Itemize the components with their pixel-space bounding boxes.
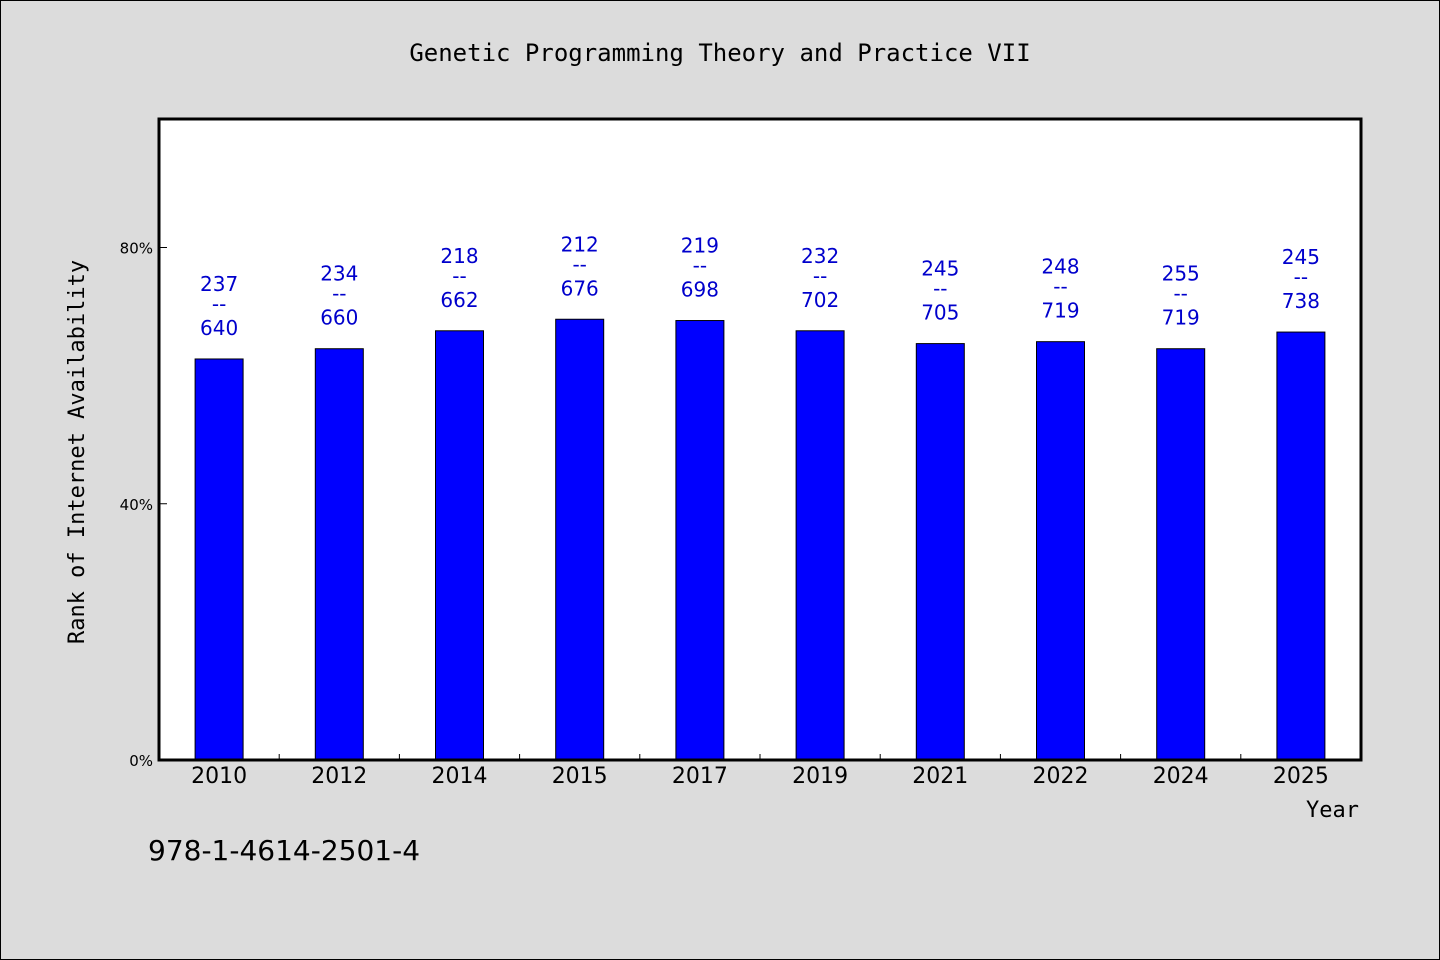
bar-2017 (675, 320, 725, 761)
y-tick-label-40: 40% (120, 496, 153, 514)
y-axis-ticks: 0% 40% 80% (120, 240, 167, 770)
data-label-bottom-2017: 698 (681, 278, 719, 302)
data-label-sep-2021: -- (933, 277, 947, 301)
y-tick-label-80: 80% (120, 240, 153, 258)
data-label-bottom-2021: 705 (921, 301, 959, 325)
data-label-top-2014: 218 (440, 244, 478, 268)
data-label-top-2019: 232 (801, 244, 839, 268)
data-label-bottom-2014: 662 (440, 288, 478, 312)
bar-2022 (1036, 341, 1085, 761)
data-label-top-2010: 237 (200, 272, 238, 296)
data-label-bottom-2012: 660 (320, 306, 358, 330)
data-label-top-2022: 248 (1041, 255, 1079, 279)
data-label-sep-2024: -- (1173, 282, 1187, 306)
x-tick-label-2012: 2012 (311, 764, 367, 789)
data-label-bottom-2022: 719 (1041, 299, 1079, 323)
data-label-top-2017: 219 (681, 234, 719, 258)
data-label-sep-2010: -- (212, 292, 226, 316)
x-tick-label-2017: 2017 (672, 764, 728, 789)
x-tick-label-2021: 2021 (912, 764, 968, 789)
data-label-top-2024: 255 (1162, 262, 1200, 286)
data-label-sep-2022: -- (1053, 275, 1067, 299)
bar-2019 (795, 330, 845, 761)
isbn-footnote: 978-1-4614-2501-4 (148, 834, 421, 867)
data-label-bottom-2024: 719 (1162, 306, 1200, 330)
x-axis-label: Year (1306, 798, 1359, 823)
data-label-bottom-2010: 640 (200, 316, 238, 340)
data-label-top-2012: 234 (320, 262, 358, 286)
bar-2010 (194, 358, 244, 761)
data-label-top-2021: 245 (921, 257, 959, 281)
bar-2024 (1156, 348, 1206, 761)
data-label-sep-2015: -- (572, 252, 586, 276)
x-tick-label-2024: 2024 (1153, 764, 1209, 789)
data-label-sep-2012: -- (332, 282, 346, 306)
data-label-bottom-2019: 702 (801, 288, 839, 312)
bar-2021 (915, 343, 965, 761)
x-tick-label-2015: 2015 (552, 764, 608, 789)
data-label-sep-2014: -- (452, 264, 466, 288)
chart-title: Genetic Programming Theory and Practice … (409, 39, 1030, 67)
data-label-top-2025: 245 (1282, 245, 1320, 269)
bars-group (194, 318, 1326, 761)
data-label-bottom-2025: 738 (1282, 289, 1320, 313)
bar-2025 (1276, 331, 1326, 761)
y-tick-label-0: 0% (129, 752, 153, 770)
data-labels-group: 237--640234--660218--662212--676219--698… (200, 232, 1320, 340)
x-axis-ticks: 2010 2012 2014 2015 2017 2019 2021 2022 2024 2025 (191, 754, 1329, 789)
x-tick-label-2010: 2010 (191, 764, 247, 789)
x-tick-label-2025: 2025 (1273, 764, 1329, 789)
bar-2014 (435, 330, 484, 761)
y-axis-label: Rank of Internet Availability (65, 260, 90, 644)
data-label-top-2015: 212 (561, 232, 599, 256)
x-tick-label-2014: 2014 (432, 764, 488, 789)
bar-2012 (314, 348, 364, 761)
x-tick-label-2019: 2019 (792, 764, 848, 789)
data-label-sep-2017: -- (693, 254, 707, 278)
data-label-sep-2025: -- (1294, 265, 1308, 289)
bar-2015 (555, 318, 605, 761)
x-tick-label-2022: 2022 (1033, 764, 1089, 789)
data-label-sep-2019: -- (813, 264, 827, 288)
data-label-bottom-2015: 676 (561, 276, 599, 300)
